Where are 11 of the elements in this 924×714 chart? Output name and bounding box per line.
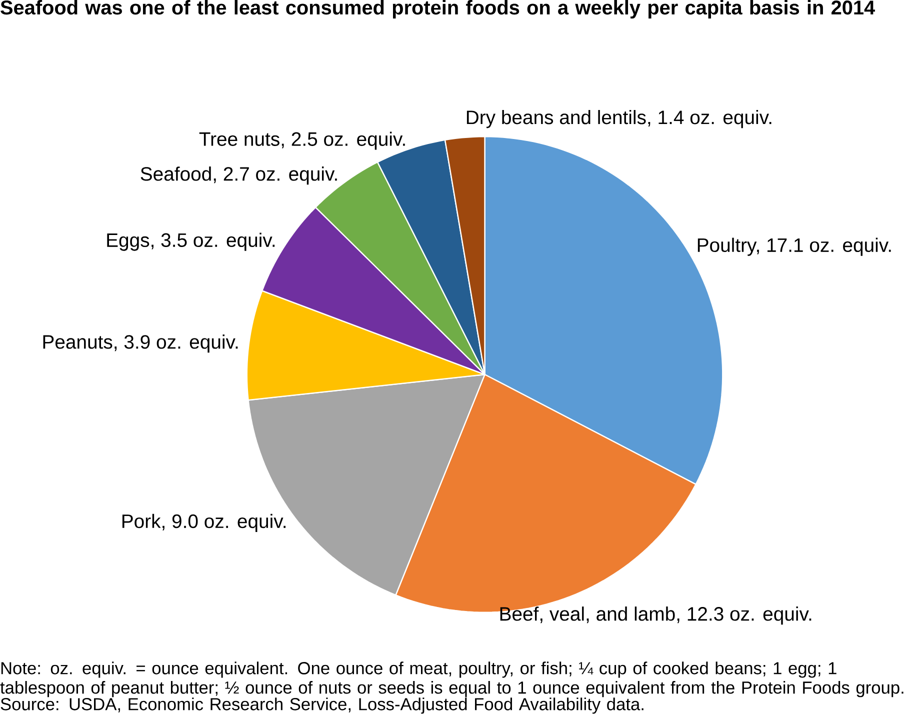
slice-label: Seafood, 2.7 oz. equiv. [140, 166, 337, 185]
slice-label: Eggs, 3.5 oz. equiv. [107, 232, 275, 251]
slice-label: Beef, veal, and lamb, 12.3 oz. equiv. [500, 606, 812, 625]
text: Note: oz. equiv. = ounce equivalent. One ounce of meat, poultry, or fish; ¼ cup of cooked beans; 1 egg; 1 tablespoon of peanut butter; ½ ounce of nuts or seeds is equal to 1 ounce equivalent from the Protein Foods group. [0, 662, 904, 698]
slice-label: Tree nuts, 2.5 oz. equiv. [199, 132, 405, 150]
slice-label: Poultry, 17.1 oz. equiv. [698, 238, 891, 256]
slice-label: Dry beans and lentils, 1.4 oz. equiv. [466, 110, 772, 128]
chart-title: Seafood was one of the least consumed protein foods on a weekly per capita basis in 2014 [0, 0, 875, 19]
source-note: Source: USDA, Economic Research Service, Loss-Adjusted Food Availability data. [0, 698, 644, 714]
slice-label: Pork, 9.0 oz. equiv. [122, 514, 286, 532]
slice-label: Peanuts, 3.9 oz. equiv. [43, 334, 238, 353]
